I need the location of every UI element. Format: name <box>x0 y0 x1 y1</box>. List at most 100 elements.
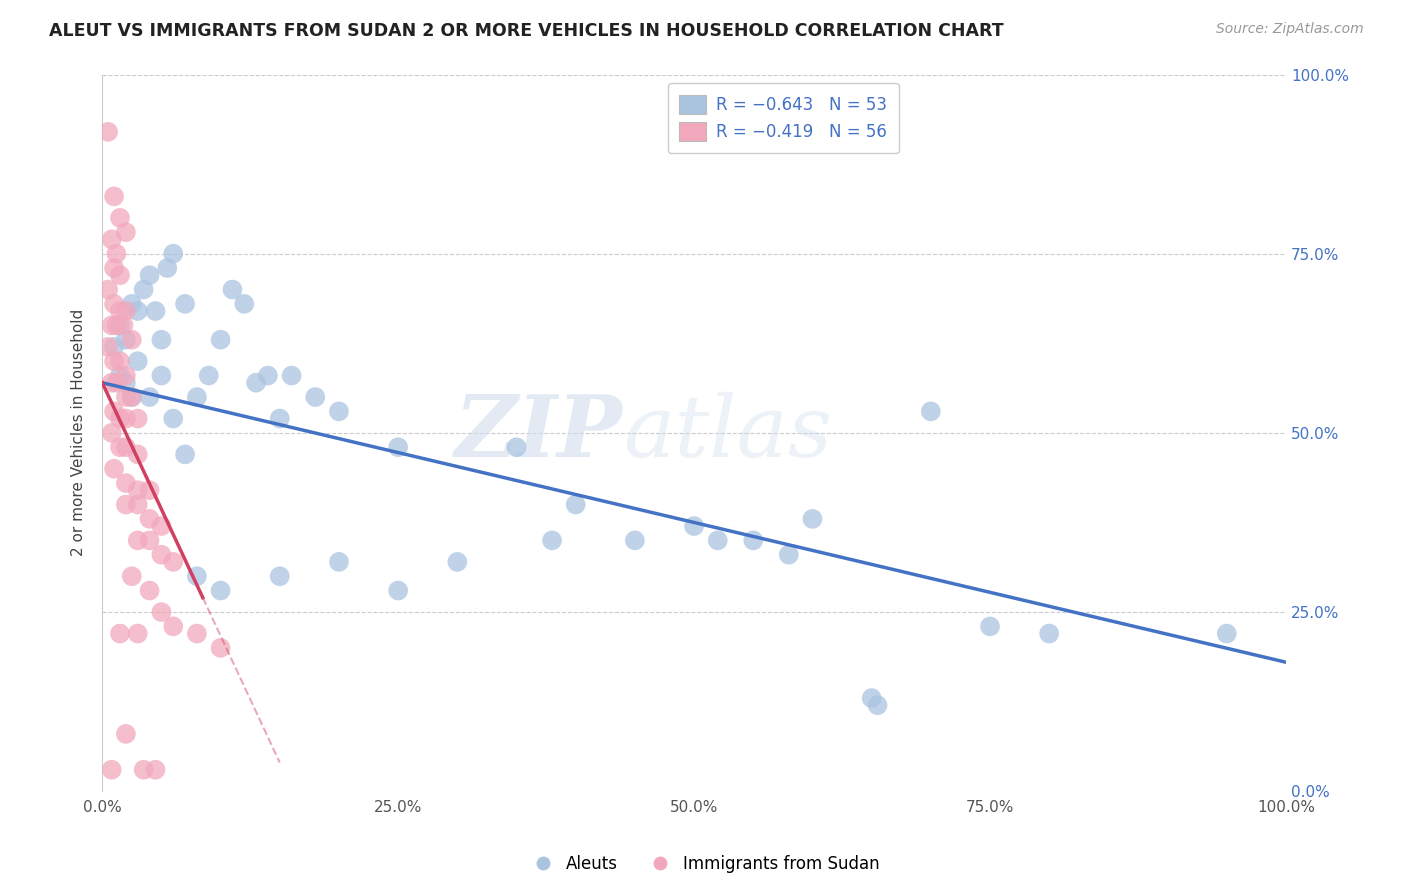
Text: ALEUT VS IMMIGRANTS FROM SUDAN 2 OR MORE VEHICLES IN HOUSEHOLD CORRELATION CHART: ALEUT VS IMMIGRANTS FROM SUDAN 2 OR MORE… <box>49 22 1004 40</box>
Point <box>97 340 120 354</box>
Point <box>1038 626 1060 640</box>
Point <box>269 411 291 425</box>
Point <box>209 583 232 598</box>
Point <box>564 498 586 512</box>
Point <box>328 555 350 569</box>
Point <box>245 376 267 390</box>
Point <box>174 447 197 461</box>
Point <box>97 125 120 139</box>
Point <box>132 763 155 777</box>
Point <box>127 354 149 368</box>
Point <box>103 189 125 203</box>
Legend: Aleuts, Immigrants from Sudan: Aleuts, Immigrants from Sudan <box>520 848 886 880</box>
Point <box>162 411 184 425</box>
Point <box>186 390 208 404</box>
Point <box>162 555 184 569</box>
Point <box>108 304 131 318</box>
Point <box>150 548 173 562</box>
Point <box>866 698 889 713</box>
Point <box>209 333 232 347</box>
Point <box>115 390 138 404</box>
Point <box>103 461 125 475</box>
Point <box>1216 626 1239 640</box>
Point <box>127 447 149 461</box>
Point <box>145 304 167 318</box>
Point <box>103 260 125 275</box>
Point <box>624 533 647 548</box>
Point <box>127 483 149 498</box>
Point <box>162 619 184 633</box>
Point <box>209 640 232 655</box>
Point <box>100 425 122 440</box>
Point <box>280 368 302 383</box>
Point <box>108 354 131 368</box>
Point <box>105 376 128 390</box>
Point <box>156 260 179 275</box>
Point <box>121 297 143 311</box>
Point <box>108 440 131 454</box>
Point <box>150 605 173 619</box>
Point <box>115 498 138 512</box>
Point <box>150 519 173 533</box>
Point <box>127 533 149 548</box>
Point <box>221 283 243 297</box>
Point <box>138 268 160 283</box>
Point <box>112 318 135 333</box>
Point <box>127 626 149 640</box>
Point <box>121 569 143 583</box>
Point <box>105 246 128 260</box>
Point <box>269 569 291 583</box>
Point <box>387 440 409 454</box>
Point <box>115 476 138 491</box>
Point <box>138 583 160 598</box>
Point <box>121 333 143 347</box>
Point <box>706 533 728 548</box>
Point <box>150 368 173 383</box>
Point <box>162 246 184 260</box>
Point <box>541 533 564 548</box>
Point <box>127 304 149 318</box>
Point <box>328 404 350 418</box>
Point <box>100 232 122 246</box>
Point <box>103 297 125 311</box>
Point <box>108 318 131 333</box>
Point <box>233 297 256 311</box>
Point <box>115 368 138 383</box>
Point <box>138 512 160 526</box>
Point <box>115 411 138 425</box>
Point <box>132 283 155 297</box>
Point <box>197 368 219 383</box>
Point <box>121 390 143 404</box>
Point <box>108 268 131 283</box>
Point <box>115 333 138 347</box>
Point <box>742 533 765 548</box>
Point <box>801 512 824 526</box>
Point <box>920 404 942 418</box>
Point <box>121 390 143 404</box>
Point <box>860 691 883 706</box>
Point <box>103 340 125 354</box>
Point <box>108 626 131 640</box>
Point <box>105 318 128 333</box>
Point <box>100 763 122 777</box>
Point <box>138 483 160 498</box>
Point <box>186 626 208 640</box>
Point <box>683 519 706 533</box>
Point <box>387 583 409 598</box>
Point <box>100 318 122 333</box>
Point <box>103 404 125 418</box>
Point <box>257 368 280 383</box>
Text: atlas: atlas <box>623 392 832 475</box>
Text: Source: ZipAtlas.com: Source: ZipAtlas.com <box>1216 22 1364 37</box>
Point <box>115 440 138 454</box>
Point <box>108 211 131 225</box>
Point <box>127 498 149 512</box>
Point <box>115 727 138 741</box>
Point <box>108 411 131 425</box>
Point <box>100 376 122 390</box>
Point <box>115 304 138 318</box>
Point <box>108 368 131 383</box>
Legend: R = −0.643   N = 53, R = −0.419   N = 56: R = −0.643 N = 53, R = −0.419 N = 56 <box>668 83 898 153</box>
Point <box>150 333 173 347</box>
Point <box>778 548 800 562</box>
